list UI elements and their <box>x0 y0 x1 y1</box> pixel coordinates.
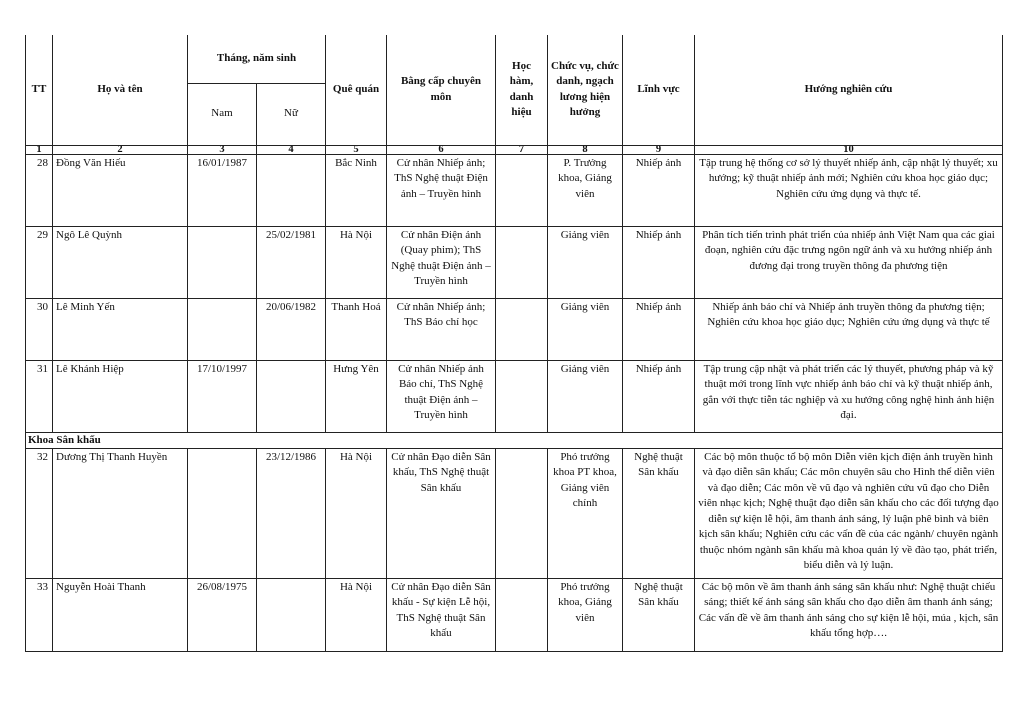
column-number: 5 <box>325 144 387 155</box>
cell-hometown: Bắc Ninh <box>325 153 387 227</box>
cell-male: 26/08/1975 <box>187 577 257 652</box>
header-position: Chức vụ, chức danh, ngạch lương hiện hưở… <box>547 35 623 146</box>
cell-tt: 30 <box>25 297 53 361</box>
cell-research: Nhiếp ảnh báo chí và Nhiếp ảnh truyền th… <box>694 297 1003 361</box>
cell-male <box>187 225 257 299</box>
column-number: 9 <box>622 144 695 155</box>
cell-research: Các bộ môn thuộc tổ bộ môn Diễn viên kịc… <box>694 447 1003 579</box>
cell-female: 23/12/1986 <box>256 447 326 579</box>
cell-name: Dương Thị Thanh Huyền <box>52 447 188 579</box>
cell-field: Nghệ thuật Sân khấu <box>622 447 695 579</box>
column-number-row: 1 2 3 4 5 6 7 8 9 10 <box>25 144 1003 155</box>
cell-research: Các bộ môn về âm thanh ánh sáng sân khấu… <box>694 577 1003 652</box>
cell-female: 20/06/1982 <box>256 297 326 361</box>
staff-table: TT Họ và tên Tháng, năm sinh Quê quán Bằ… <box>25 35 1003 652</box>
cell-field: Nghệ thuật Sân khấu <box>622 577 695 652</box>
cell-degree: Cử nhân Đạo diễn Sân khấu - Sự kiện Lễ h… <box>386 577 496 652</box>
cell-hometown: Thanh Hoá <box>325 297 387 361</box>
cell-position: Phó trưởng khoa, Giảng viên <box>547 577 623 652</box>
column-number: 8 <box>547 144 623 155</box>
header-tt: TT <box>25 35 53 146</box>
header-field: Lĩnh vực <box>622 35 695 146</box>
cell-name: Nguyễn Hoài Thanh <box>52 577 188 652</box>
cell-position: Giảng viên <box>547 359 623 433</box>
column-number: 6 <box>386 144 496 155</box>
column-number: 4 <box>256 144 326 155</box>
cell-hometown: Hưng Yên <box>325 359 387 433</box>
cell-research: Tập trung cập nhật và phát triển các lý … <box>694 359 1003 433</box>
table-row: 32 Dương Thị Thanh Huyền 23/12/1986 Hà Nội C… <box>25 447 1003 579</box>
cell-name: Đồng Văn Hiếu <box>52 153 188 227</box>
column-number: 3 <box>187 144 257 155</box>
cell-name: Lê Khánh Hiệp <box>52 359 188 433</box>
cell-hometown: Hà Nội <box>325 577 387 652</box>
column-number: 2 <box>52 144 188 155</box>
cell-female <box>256 359 326 433</box>
header-female: Nữ <box>256 82 326 146</box>
cell-position: Phó trưởng khoa PT khoa, Giảng viên chín… <box>547 447 623 579</box>
column-number: 7 <box>495 144 548 155</box>
cell-title <box>495 225 548 299</box>
cell-tt: 28 <box>25 153 53 227</box>
cell-title <box>495 359 548 433</box>
table-row: 31 Lê Khánh Hiệp 17/10/1997 Hưng Yên Cử nhân… <box>25 359 1003 433</box>
cell-research: Tập trung hệ thống cơ sở lý thuyết nhiếp… <box>694 153 1003 227</box>
cell-title <box>495 577 548 652</box>
cell-field: Nhiếp ảnh <box>622 297 695 361</box>
cell-male <box>187 297 257 361</box>
cell-degree: Cử nhân Nhiếp ảnh; ThS Nghệ thuật Điện ả… <box>386 153 496 227</box>
cell-male <box>187 447 257 579</box>
header-academic-title: Học hàm, danh hiệu <box>495 35 548 146</box>
cell-tt: 31 <box>25 359 53 433</box>
section-row: Khoa Sân khấu <box>25 431 1003 449</box>
cell-male: 16/01/1987 <box>187 153 257 227</box>
cell-title <box>495 297 548 361</box>
cell-field: Nhiếp ảnh <box>622 225 695 299</box>
cell-male: 17/10/1997 <box>187 359 257 433</box>
cell-tt: 33 <box>25 577 53 652</box>
cell-field: Nhiếp ảnh <box>622 153 695 227</box>
table-row: 33 Nguyễn Hoài Thanh 26/08/1975 Hà Nội Cử nh… <box>25 577 1003 652</box>
cell-research: Phân tích tiến trình phát triển của nhiế… <box>694 225 1003 299</box>
section-title: Khoa Sân khấu <box>25 431 1003 449</box>
cell-name: Lê Minh Yến <box>52 297 188 361</box>
cell-tt: 32 <box>25 447 53 579</box>
cell-female: 25/02/1981 <box>256 225 326 299</box>
header-research: Hướng nghiên cứu <box>694 35 1003 146</box>
cell-field: Nhiếp ảnh <box>622 359 695 433</box>
table-row: 30 Lê Minh Yến 20/06/1982 Thanh Hoá Cử nhân … <box>25 297 1003 361</box>
cell-title <box>495 153 548 227</box>
header-male: Nam <box>187 82 257 146</box>
header-degree: Bằng cấp chuyên môn <box>386 35 496 146</box>
cell-position: P. Trưởng khoa, Giảng viên <box>547 153 623 227</box>
column-number: 1 <box>25 144 53 155</box>
header-name: Họ và tên <box>52 35 188 146</box>
column-number: 10 <box>694 144 1003 155</box>
header-birth: Tháng, năm sinh <box>187 35 326 84</box>
cell-position: Giảng viên <box>547 225 623 299</box>
cell-hometown: Hà Nội <box>325 225 387 299</box>
cell-female <box>256 153 326 227</box>
header-hometown: Quê quán <box>325 35 387 146</box>
cell-degree: Cử nhân Nhiếp ảnh Báo chí, ThS Nghệ thuậ… <box>386 359 496 433</box>
cell-name: Ngô Lê Quỳnh <box>52 225 188 299</box>
cell-hometown: Hà Nội <box>325 447 387 579</box>
cell-degree: Cử nhân Nhiếp ảnh; ThS Báo chí học <box>386 297 496 361</box>
cell-title <box>495 447 548 579</box>
cell-position: Giảng viên <box>547 297 623 361</box>
cell-degree: Cử nhân Điện ảnh (Quay phim); ThS Nghệ t… <box>386 225 496 299</box>
cell-degree: Cử nhân Đạo diễn Sân khấu, ThS Nghệ thuậ… <box>386 447 496 579</box>
cell-tt: 29 <box>25 225 53 299</box>
cell-female <box>256 577 326 652</box>
table-row: 29 Ngô Lê Quỳnh 25/02/1981 Hà Nội Cử nhân Đi… <box>25 225 1003 299</box>
table-row: 28 Đồng Văn Hiếu 16/01/1987 Bắc Ninh Cử nhân… <box>25 153 1003 227</box>
